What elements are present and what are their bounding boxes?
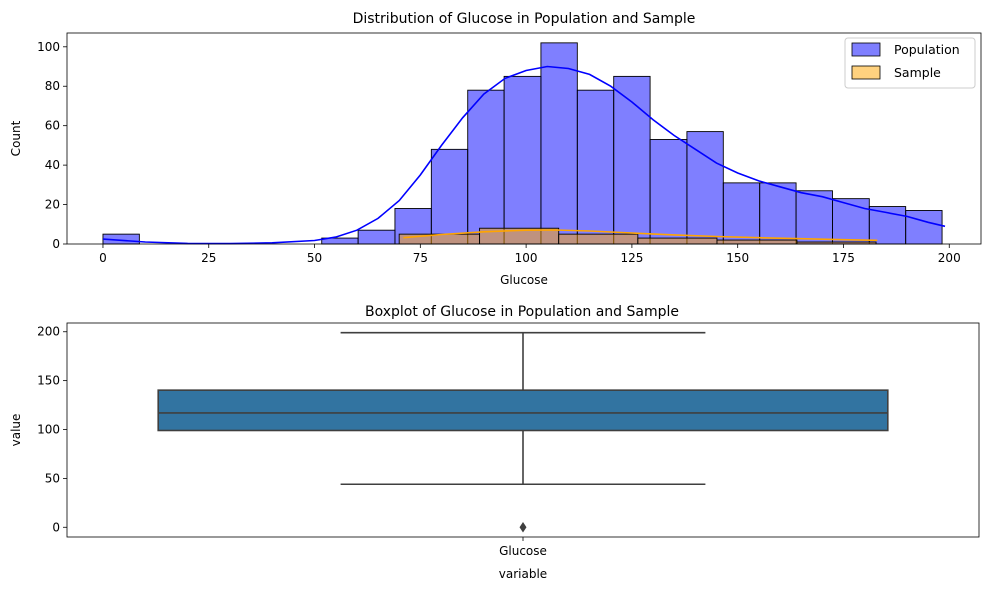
population-kde-line	[102, 65, 946, 245]
y-tick-label: 60	[45, 119, 60, 133]
x-tick-label: Glucose	[499, 544, 547, 558]
y-tick-label: 20	[45, 198, 60, 212]
x-tick-label: 50	[307, 251, 322, 265]
population-bar-17	[905, 210, 943, 245]
y-tick-label: 100	[37, 40, 60, 54]
y-tick-label: 100	[37, 423, 60, 437]
y-tick-label: 40	[45, 158, 60, 172]
legend-swatch-population	[851, 42, 881, 57]
histogram-x-axis-label: Glucose	[500, 273, 548, 287]
y-tick-label: 80	[45, 79, 60, 93]
population-bar-4	[430, 148, 469, 245]
y-tick-label: 150	[37, 374, 60, 388]
y-tick-label: 50	[45, 471, 60, 485]
population-bar-9	[613, 75, 651, 245]
population-bars	[102, 42, 943, 245]
sample-bar-3	[637, 237, 718, 245]
x-tick-label: 200	[938, 251, 961, 265]
histogram-y-axis-label: Count	[9, 120, 23, 156]
y-tick-label: 0	[52, 520, 60, 534]
population-bar-13	[759, 182, 797, 245]
iqr-box	[157, 389, 889, 432]
histogram-y-ticks: 0 20 40 60 80 100	[37, 40, 67, 251]
sample-bar-2	[558, 233, 639, 245]
outlier-point	[519, 522, 527, 533]
x-tick-label: 75	[413, 251, 428, 265]
sample-bar-4	[716, 239, 798, 245]
boxplot-x-axis-label: variable	[499, 567, 547, 581]
population-bar-10	[649, 139, 688, 245]
x-tick-label: 150	[726, 251, 749, 265]
boxplot-title: Boxplot of Glucose in Population and Sam…	[365, 304, 679, 320]
boxplot-y-axis-label: value	[9, 414, 23, 447]
sample-bar-0	[398, 233, 481, 245]
boxplot-y-ticks: 0 50 100 150 200	[37, 325, 67, 534]
boxplot-marks	[157, 331, 889, 533]
legend-swatch-sample	[851, 65, 881, 80]
population-bar-8	[576, 89, 615, 245]
x-tick-label: 0	[99, 251, 107, 265]
histogram-title: Distribution of Glucose in Population an…	[353, 11, 696, 27]
histogram-x-ticks: 0 25 50 75 100 125 150 175 200	[99, 244, 961, 265]
population-bar-7	[540, 42, 578, 245]
x-tick-label: 100	[515, 251, 538, 265]
boxplot-chart: Boxplot of Glucose in Population and Sam…	[9, 304, 980, 581]
population-bar-2	[357, 229, 396, 245]
population-bar-6	[503, 75, 542, 245]
boxplot-x-ticks: Glucose	[499, 537, 547, 558]
y-tick-label: 0	[52, 237, 60, 251]
population-bar-5	[467, 89, 505, 245]
population-bar-12	[722, 182, 761, 245]
x-tick-label: 175	[832, 251, 855, 265]
histogram-legend: Population Sample	[844, 37, 976, 89]
legend-item-sample: Sample	[851, 65, 941, 80]
x-tick-label: 25	[201, 251, 216, 265]
y-tick-label: 200	[37, 325, 60, 339]
legend-item-population: Population	[851, 42, 960, 57]
histogram-chart: Distribution of Glucose in Population an…	[9, 11, 982, 287]
legend-label-population: Population	[894, 42, 960, 57]
population-bar-11	[686, 131, 724, 245]
sample-kde-line	[403, 229, 878, 242]
legend-label-sample: Sample	[894, 65, 941, 80]
x-tick-label: 125	[620, 251, 643, 265]
histogram-plot-frame	[66, 32, 982, 245]
